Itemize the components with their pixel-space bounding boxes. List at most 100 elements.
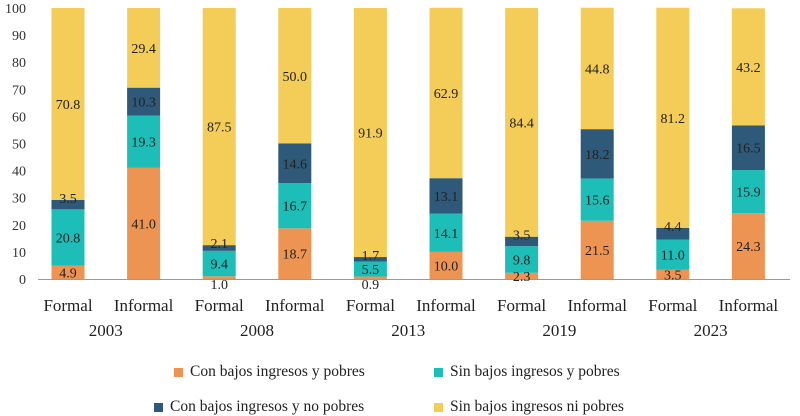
data-label-2013-informal-pobres: 10.0 [434,259,459,274]
x-category-label-2003-informal: Informal [114,296,174,315]
y-tick-label-90: 90 [12,29,26,44]
x-year-label-2013: 2013 [391,321,425,340]
data-label-2003-formal-bajos-no-pobres: 3.5 [59,192,77,207]
bar-segment-2003-informal-bajos-no-pobres [127,87,161,116]
data-label-2003-informal-bajos-no-pobres: 10.3 [131,96,156,111]
data-label-2023-informal-sin-bajos-y-pobres: 15.9 [736,186,761,201]
bar-segment-2003-formal-ni-pobres [51,8,85,200]
y-tick-label-0: 0 [19,273,26,288]
data-label-2013-formal-bajos-no-pobres: 1.7 [362,249,380,264]
data-label-2003-informal-sin-bajos-y-pobres: 19.3 [131,136,156,151]
data-label-2008-informal-bajos-no-pobres: 14.6 [283,157,308,172]
data-label-2013-informal-ni-pobres: 62.9 [434,87,459,102]
x-year-label-2023: 2023 [694,321,728,340]
data-label-2019-informal-bajos-no-pobres: 18.2 [585,148,610,163]
bar-segment-2019-formal-bajos-no-pobres [505,236,539,247]
data-label-2019-formal-sin-bajos-y-pobres: 9.8 [513,253,531,268]
y-tick-label-10: 10 [12,246,26,261]
y-tick-label-70: 70 [12,83,26,98]
y-tick-label-80: 80 [12,56,26,71]
y-tick-label-30: 30 [12,192,26,207]
data-label-2013-informal-bajos-no-pobres: 13.1 [434,190,459,205]
legend-label-bajos-no-pobres: Con bajos ingresos y no pobres [170,398,365,415]
data-label-2008-formal-sin-bajos-y-pobres: 9.4 [210,258,228,273]
data-label-2008-informal-sin-bajos-y-pobres: 16.7 [283,200,308,215]
x-category-label-2019-informal: Informal [567,296,627,315]
bar-segment-2013-formal-pobres [353,276,387,279]
data-label-2003-formal-sin-bajos-y-pobres: 20.8 [56,232,81,247]
bar-segment-2023-informal-ni-pobres [731,8,765,126]
legend-label-ni-pobres: Sin bajos ingresos ni pobres [450,398,624,415]
data-label-2008-formal-bajos-no-pobres: 2.1 [210,237,228,252]
bar-segment-2003-informal-sin-bajos-y-pobres [127,115,161,168]
data-label-2019-formal-bajos-no-pobres: 3.5 [513,229,531,244]
data-label-2008-formal-pobres: 1.0 [210,278,228,293]
bar-segment-2013-informal-bajos-no-pobres [429,178,463,214]
x-category-label-2023-formal: Formal [648,296,697,315]
y-tick-label-40: 40 [12,165,26,180]
data-label-2023-formal-sin-bajos-y-pobres: 11.0 [661,249,685,264]
data-label-2008-informal-ni-pobres: 50.0 [283,70,308,85]
x-category-label-2013-formal: Formal [346,296,395,315]
bar-segment-2008-formal-bajos-no-pobres [202,245,236,251]
bar-segment-2008-formal-pobres [202,276,236,279]
bar-segment-2013-formal-sin-bajos-y-pobres [353,261,387,277]
data-label-2023-formal-pobres: 3.5 [664,268,682,283]
bar-segment-2013-formal-bajos-no-pobres [353,257,387,262]
bar-segment-2008-formal-ni-pobres [202,8,236,246]
bar-segment-2019-formal-sin-bajos-y-pobres [505,246,539,273]
data-label-2019-formal-pobres: 2.3 [513,270,531,285]
bar-segment-2019-formal-pobres [505,272,539,279]
bar-segment-2013-informal-pobres [429,251,463,279]
bar-segment-2003-informal-ni-pobres [127,8,161,88]
bar-segment-2019-informal-ni-pobres [580,7,614,130]
bar-segment-2008-formal-sin-bajos-y-pobres [202,250,236,277]
bar-segment-2023-informal-sin-bajos-y-pobres [731,170,765,214]
bar-segment-2019-informal-pobres [580,220,614,279]
x-year-label-2008: 2008 [240,321,274,340]
legend-item-sin-bajos-y-pobres: Sin bajos ingresos y pobres [434,363,620,381]
x-category-label-2008-informal: Informal [265,296,325,315]
bar-segment-2023-informal-bajos-no-pobres [731,125,765,171]
x-category-label-2003-formal: Formal [43,296,92,315]
legend-item-pobres: Con bajos ingresos y pobres [174,363,365,381]
legend: Con bajos ingresos y pobres Sin bajos in… [0,356,800,416]
data-label-2023-informal-pobres: 24.3 [736,240,761,255]
data-label-2013-informal-sin-bajos-y-pobres: 14.1 [434,227,459,242]
data-label-2013-formal-pobres: 0.9 [362,278,380,293]
data-label-2003-formal-ni-pobres: 70.8 [56,98,81,113]
bar-segment-2008-informal-ni-pobres [278,8,312,144]
bar-segment-2003-formal-bajos-no-pobres [51,199,85,210]
data-label-2019-informal-sin-bajos-y-pobres: 15.6 [585,194,610,209]
bar-segment-2008-informal-bajos-no-pobres [278,143,312,184]
bar-segment-2023-formal-bajos-no-pobres [656,227,690,240]
data-label-2019-formal-ni-pobres: 84.4 [509,116,534,131]
data-label-2019-informal-ni-pobres: 44.8 [585,62,610,77]
bar-segment-2003-formal-pobres [51,265,85,279]
bar-segment-2003-formal-sin-bajos-y-pobres [51,209,85,266]
data-label-2008-informal-pobres: 18.7 [283,248,308,263]
data-label-2013-formal-ni-pobres: 91.9 [358,127,383,142]
legend-item-ni-pobres: Sin bajos ingresos ni pobres [434,398,624,416]
bar-segment-2013-informal-ni-pobres [429,7,463,179]
bar-segment-2019-formal-ni-pobres [505,8,539,237]
legend-swatch-sin-bajos-y-pobres [434,367,443,377]
y-tick-label-50: 50 [12,138,26,153]
bar-segment-2023-formal-pobres [656,269,690,279]
data-label-2023-formal-bajos-no-pobres: 4.4 [664,220,682,235]
data-label-2003-formal-pobres: 4.9 [59,266,77,281]
legend-label-pobres: Con bajos ingresos y pobres [190,363,365,380]
data-label-2023-informal-ni-pobres: 43.2 [736,61,761,76]
data-label-2019-informal-pobres: 21.5 [585,244,610,259]
x-year-label-2003: 2003 [89,321,123,340]
bar-segment-2023-formal-ni-pobres [656,7,690,228]
legend-swatch-ni-pobres [434,402,443,412]
bar-segment-2013-formal-ni-pobres [353,8,387,258]
bar-segment-2019-informal-sin-bajos-y-pobres [580,178,614,221]
data-label-2008-formal-ni-pobres: 87.5 [207,121,232,136]
x-category-label-2013-informal: Informal [416,296,476,315]
legend-item-bajos-no-pobres: Con bajos ingresos y no pobres [154,398,364,416]
bar-segment-2008-informal-pobres [278,228,312,279]
data-label-2003-informal-pobres: 41.0 [131,217,156,232]
bar-segment-2023-formal-sin-bajos-y-pobres [656,239,690,270]
